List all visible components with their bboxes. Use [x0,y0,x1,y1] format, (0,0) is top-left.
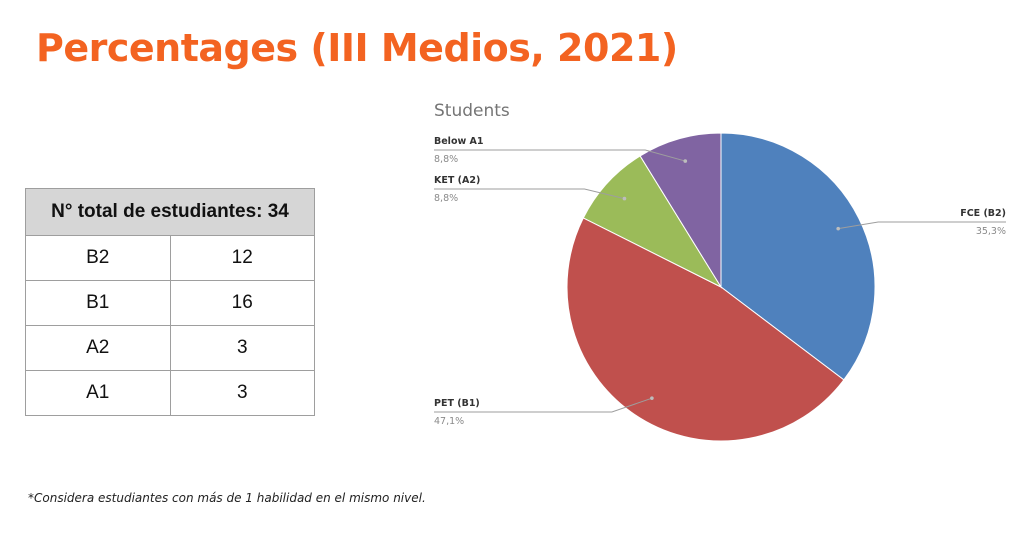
callout-line [434,149,686,162]
table-row: B1 16 [25,280,315,326]
callout-dot [650,396,654,400]
student-count-table: N° total de estudiantes: 34 B2 12 B1 16 … [25,188,315,416]
pie-slice-fce-b2 [720,132,876,381]
callout-dot [836,226,840,231]
callout-line [434,397,653,413]
slice-label: FCE (B2) [960,208,1006,219]
slice-percentage: 8,8% [434,193,458,204]
chart-title: Students [434,101,510,121]
slice-percentage: 47,1% [434,416,464,427]
slice-label: Below A1 [434,136,484,147]
slice-callouts: FCE (B2) 35,3% PET (B1) 47,1% KET (A2) 8,8% Be… [434,136,1006,427]
count-cell: 16 [169,280,315,326]
callout-line [434,188,625,200]
level-cell: A2 [25,325,171,371]
count-cell: 12 [169,235,315,281]
pie-slice-below-a1 [639,132,722,289]
footnote: *Considera estudiantes con más de 1 habi… [28,491,426,505]
callout-dot [683,159,688,163]
table-header: N° total de estudiantes: 34 [25,188,315,236]
count-cell: 3 [169,325,315,371]
slice-percentage: 8,8% [434,154,458,165]
callout-line [838,221,1006,230]
page-title: Percentages (III Medios, 2021) [36,26,678,70]
table-row: A2 3 [25,325,315,371]
callout-dot [622,196,627,201]
pie-slice-pet-b1 [566,217,845,442]
table-row: A1 3 [25,370,315,416]
table-row: B2 12 [25,235,315,281]
pie-slices [566,132,876,442]
pie-slice-ket-a2 [582,155,723,289]
slice-label: KET (A2) [434,175,480,186]
level-cell: A1 [25,370,171,416]
slice-label: PET (B1) [434,398,480,409]
slice-percentage: 35,3% [976,226,1006,237]
count-cell: 3 [169,370,315,416]
